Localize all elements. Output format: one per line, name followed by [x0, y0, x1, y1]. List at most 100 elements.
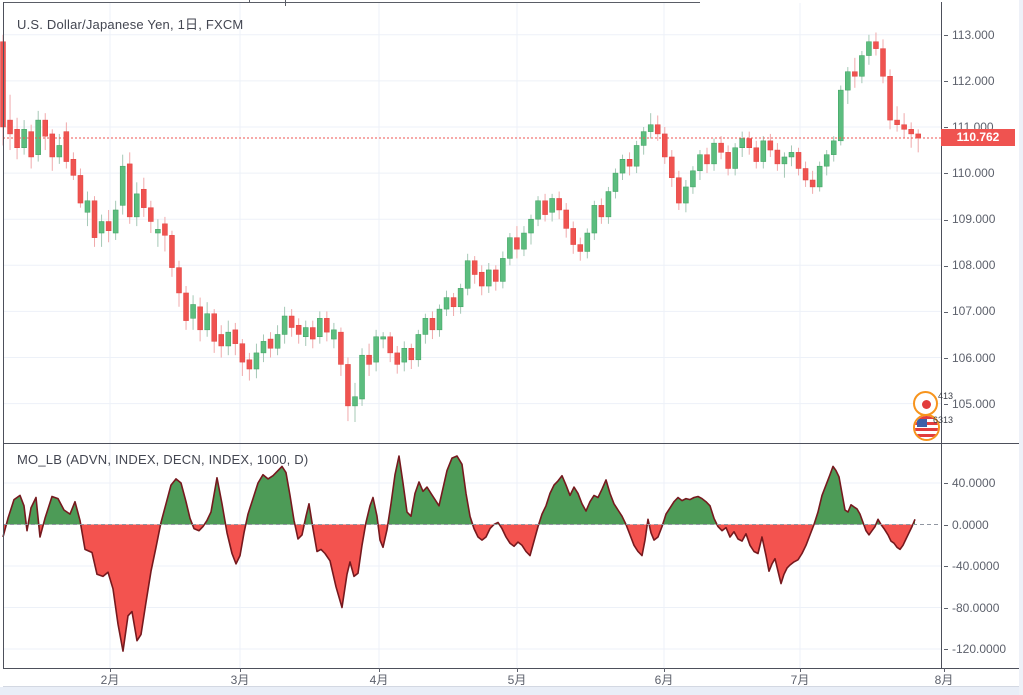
candle-body[interactable]	[373, 336, 379, 363]
candle-body[interactable]	[169, 235, 175, 268]
candle-body[interactable]	[514, 237, 520, 250]
candle-body[interactable]	[155, 229, 161, 234]
candle-body[interactable]	[436, 308, 443, 331]
candle-body[interactable]	[77, 175, 84, 204]
candle-body[interactable]	[359, 354, 365, 400]
candle-body[interactable]	[105, 221, 112, 231]
candle-body[interactable]	[450, 297, 457, 308]
candle-body[interactable]	[162, 223, 168, 236]
candle-body[interactable]	[626, 159, 633, 167]
candle-body[interactable]	[91, 200, 98, 238]
candle-body[interactable]	[274, 334, 281, 349]
candle-body[interactable]	[838, 89, 844, 142]
candle-body[interactable]	[84, 200, 91, 213]
candle-body[interactable]	[873, 41, 879, 49]
panel-separator[interactable]	[3, 443, 1021, 444]
candle-body[interactable]	[753, 147, 760, 162]
candle-body[interactable]	[584, 232, 591, 252]
candle-body[interactable]	[471, 260, 478, 275]
candle-body[interactable]	[816, 165, 823, 188]
candle-body[interactable]	[563, 209, 569, 229]
candle-body[interactable]	[605, 191, 612, 218]
candle-body[interactable]	[549, 198, 555, 213]
candle-body[interactable]	[619, 159, 626, 174]
candle-body[interactable]	[134, 193, 140, 218]
candle-body[interactable]	[556, 198, 562, 211]
candle-body[interactable]	[521, 232, 527, 250]
candle-body[interactable]	[42, 119, 48, 137]
candle-body[interactable]	[746, 138, 752, 148]
candle-body[interactable]	[767, 140, 774, 151]
candle-body[interactable]	[345, 364, 351, 407]
candle-body[interactable]	[380, 336, 386, 340]
candle-body[interactable]	[669, 156, 675, 178]
candle-body[interactable]	[788, 152, 795, 158]
candle-body[interactable]	[795, 152, 802, 169]
candle-body[interactable]	[56, 145, 63, 158]
candle-body[interactable]	[126, 163, 133, 218]
candle-body[interactable]	[739, 138, 745, 148]
candle-body[interactable]	[422, 318, 429, 335]
candle-body[interactable]	[493, 269, 499, 282]
candle-body[interactable]	[676, 177, 682, 204]
candle-body[interactable]	[486, 269, 492, 287]
candle-body[interactable]	[387, 336, 393, 354]
candle-body[interactable]	[35, 119, 41, 155]
candle-body[interactable]	[781, 156, 788, 165]
candle-body[interactable]	[732, 147, 738, 169]
candle-body[interactable]	[866, 41, 872, 56]
symbol-title[interactable]: U.S. Dollar/Japanese Yen, 1日, FXCM	[17, 17, 244, 32]
candle-body[interactable]	[204, 313, 210, 331]
candle-body[interactable]	[98, 221, 105, 234]
candle-body[interactable]	[718, 142, 724, 153]
candle-body[interactable]	[317, 318, 323, 338]
candle-body[interactable]	[253, 352, 260, 370]
candle-body[interactable]	[331, 329, 337, 340]
candle-body[interactable]	[352, 396, 358, 407]
candle-body[interactable]	[183, 292, 189, 321]
candle-body[interactable]	[267, 338, 274, 349]
candle-body[interactable]	[408, 348, 415, 361]
indicator-title[interactable]: MO_LB (ADVN, INDEX, DECN, INDEX, 1000, D…	[17, 452, 309, 467]
candle-body[interactable]	[478, 271, 485, 287]
candle-body[interactable]	[457, 288, 464, 308]
candle-body[interactable]	[63, 131, 70, 162]
candle-body[interactable]	[288, 315, 295, 328]
candle-body[interactable]	[21, 129, 27, 148]
candle-body[interactable]	[141, 188, 147, 208]
candle-body[interactable]	[302, 327, 309, 338]
candle-body[interactable]	[697, 154, 703, 172]
candle-body[interactable]	[880, 48, 886, 77]
candle-body[interactable]	[415, 334, 422, 361]
candle-body[interactable]	[654, 124, 661, 135]
candle-body[interactable]	[845, 71, 851, 91]
candle-body[interactable]	[7, 119, 13, 135]
time-axis-separator[interactable]	[3, 668, 1021, 669]
candle-body[interactable]	[112, 209, 119, 234]
candle-body[interactable]	[246, 359, 253, 370]
candle-body[interactable]	[324, 318, 330, 333]
candle-body[interactable]	[887, 76, 893, 121]
candle-body[interactable]	[809, 179, 816, 188]
candle-body[interactable]	[239, 343, 246, 363]
candle-body[interactable]	[683, 186, 689, 204]
candle-body[interactable]	[401, 348, 408, 363]
candle-body[interactable]	[148, 207, 154, 222]
candle-body[interactable]	[295, 324, 302, 335]
candle-body[interactable]	[507, 237, 513, 259]
event-marker-usa-flag-icon[interactable]	[913, 414, 940, 441]
candle-body[interactable]	[394, 352, 400, 365]
candle-body[interactable]	[711, 142, 717, 165]
candle-body[interactable]	[260, 341, 267, 354]
candle-body[interactable]	[852, 71, 858, 77]
price-axis-separator[interactable]	[941, 2, 942, 668]
candle-body[interactable]	[528, 218, 534, 234]
candle-body[interactable]	[211, 313, 217, 342]
candle-body[interactable]	[542, 200, 548, 215]
candle-body[interactable]	[366, 354, 372, 365]
candle-body[interactable]	[802, 168, 809, 181]
candle-body[interactable]	[190, 304, 196, 319]
candle-body[interactable]	[310, 327, 316, 340]
candle-body[interactable]	[119, 165, 126, 206]
candle-body[interactable]	[197, 306, 203, 331]
